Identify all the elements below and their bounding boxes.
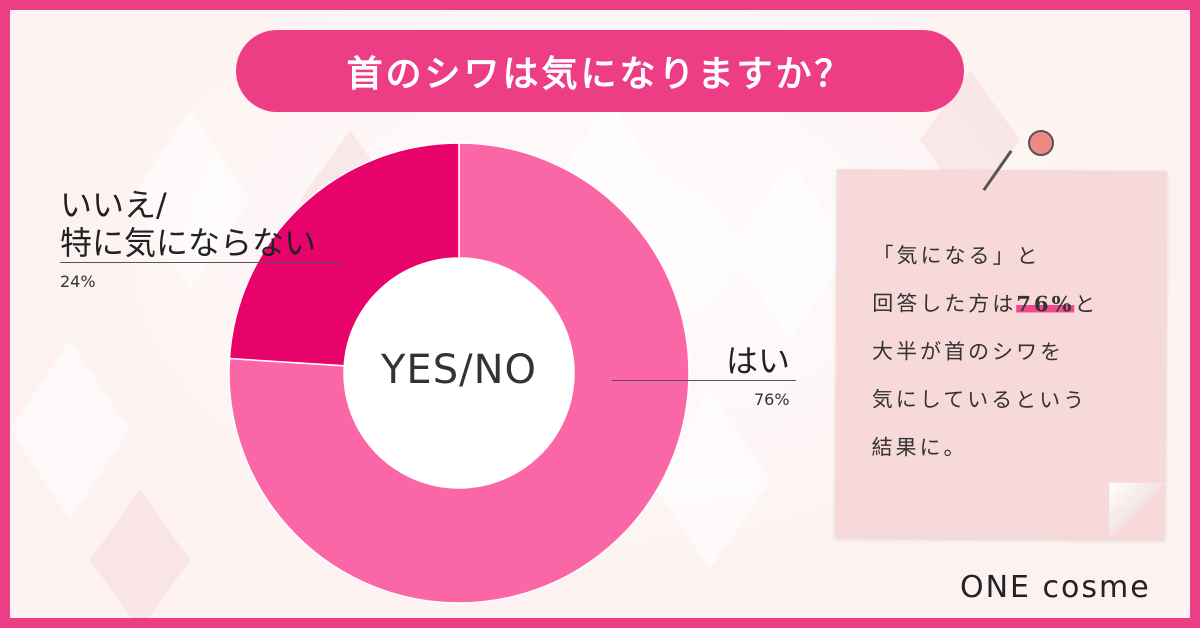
donut-hole bbox=[344, 258, 574, 488]
note-line-3: 大半が首のシワを bbox=[871, 339, 1065, 365]
title-banner: 首のシワは気になりますか？ bbox=[236, 30, 964, 112]
slice-label-no-line2: 特に気にならない bbox=[60, 224, 317, 262]
note-line-2-post: と bbox=[1074, 292, 1099, 317]
note-text: 「気になる」と 回答した方は76%と 大半が首のシワを 気にしているという 結果… bbox=[871, 231, 1162, 473]
slice-label-yes: はい bbox=[726, 342, 791, 380]
brand-logo: ONE cosme bbox=[960, 570, 1151, 605]
slice-label-no-underline bbox=[60, 262, 342, 263]
slice-label-yes-underline bbox=[612, 380, 796, 381]
note-line-2-pre: 回答した方は bbox=[872, 291, 1017, 317]
note-folded-corner bbox=[1109, 482, 1166, 539]
sticky-note: 「気になる」と 回答した方は76%と 大半が首のシワを 気にしているという 結果… bbox=[835, 169, 1167, 539]
slice-label-no-line1: いいえ/ bbox=[60, 186, 167, 224]
slice-value-yes: 76% bbox=[754, 390, 790, 409]
note-line-1: 「気になる」と bbox=[872, 243, 1041, 269]
center-label: YES/NO bbox=[381, 347, 537, 393]
note-highlight: 76% bbox=[1016, 291, 1075, 317]
pin-icon bbox=[1028, 130, 1054, 156]
chart-title: 首のシワは気になりますか？ bbox=[346, 54, 854, 95]
slice-value-no: 24% bbox=[60, 272, 96, 291]
note-line-4: 気にしているという bbox=[871, 387, 1088, 413]
note-line-2: 回答した方は76%と bbox=[872, 279, 1162, 329]
note-line-5: 結果に。 bbox=[871, 435, 968, 460]
